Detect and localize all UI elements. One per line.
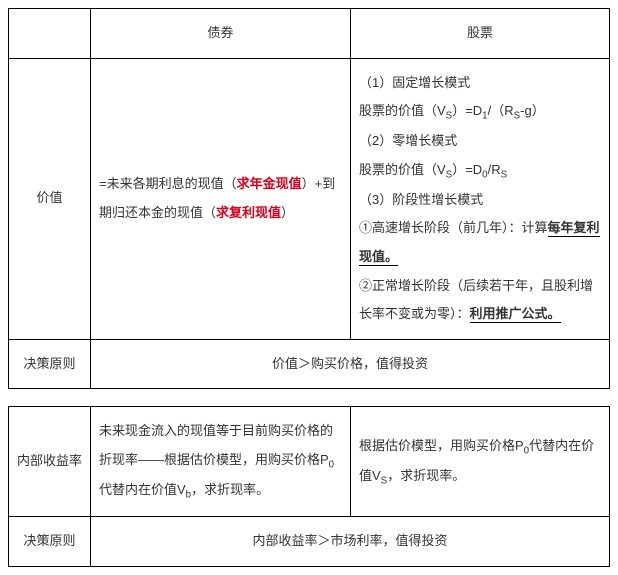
header-bond: 债券 [91,9,351,59]
sirr-t3: ，求折现率。 [387,468,465,483]
header-stock: 股票 [351,9,610,59]
stock-l5: （3）阶段性增长模式 [359,186,601,215]
sv-sub-s4: S [501,169,508,180]
stock-l1: （1）固定增长模式 [359,69,601,98]
bond-value-red1: 求年金现值 [237,176,302,191]
irr-label: 内部收益率 [9,407,91,517]
sv-l2b: ）=D [452,103,482,118]
bond-value-cell: =未来各期利息的现值（求年金现值）+到期归还本金的现值（求复利现值） [91,58,351,339]
stock-value-cell: （1）固定增长模式 股票的价值（VS）=D1/（RS-g） （2）零增长模式 股… [351,58,610,339]
stock-l4: 股票的价值（VS）=D0/RS [359,156,601,186]
bond-value-red2: 求复利现值 [216,205,281,220]
bond-value-end: ） [281,205,294,220]
spacer-row [9,389,610,407]
decision-row-2: 决策原则 内部收益率＞市场利率，值得投资 [9,517,610,567]
decision-row-1: 决策原则 价值＞购买价格，值得投资 [9,339,610,389]
stock-l6: ①高速增长阶段（前几年）：计算每年复利现值。 [359,214,601,271]
decision-text-2: 内部收益率＞市场利率，值得投资 [91,517,610,567]
value-label: 价值 [9,58,91,339]
sv-l4c: /R [488,162,501,177]
sv-l4b: ）=D [452,162,482,177]
irr-row: 内部收益率 未来现金流入的现值等于目前购买价格的折现率——根据估价模型，用购买价… [9,407,610,517]
value-row: 价值 =未来各期利息的现值（求年金现值）+到期归还本金的现值（求复利现值） （1… [9,58,610,339]
sv-l2a: 股票的价值（V [359,103,446,118]
stock-l3: （2）零增长模式 [359,127,601,156]
stock-irr-cell: 根据估价模型，用购买价格P0代替内在价值VS，求折现率。 [351,407,610,517]
stock-l2: 股票的价值（VS）=D1/（RS-g） [359,97,601,127]
decision-label-1: 决策原则 [9,339,91,389]
decision-text-1: 价值＞购买价格，值得投资 [91,339,610,389]
sv-l2c: /（R [488,103,514,118]
bond-value-p1: =未来各期利息的现值（ [99,176,237,191]
comparison-table: 债券 股票 价值 =未来各期利息的现值（求年金现值）+到期归还本金的现值（求复利… [8,8,610,567]
birr-t1: 未来现金流入的现值等于目前购买价格的折现率——根据估价模型，用购买价格P [99,423,333,467]
stock-l7: ②正常增长阶段（后续若干年，且股利增长率不变或为零）：利用推广公式。 [359,272,601,329]
birr-t2: 代替内在价值V [99,482,186,497]
table-header-row: 债券 股票 [9,9,610,59]
sv-l7b: 利用推广公式。 [470,306,561,323]
sv-l6a: ①高速增长阶段（前几年）：计算 [359,220,548,235]
sv-l4a: 股票的价值（V [359,162,446,177]
decision-label-2: 决策原则 [9,517,91,567]
bond-irr-cell: 未来现金流入的现值等于目前购买价格的折现率——根据估价模型，用购买价格P0 代替内… [91,407,351,517]
sirr-t1: 根据估价模型，用购买价格P [359,438,524,453]
sv-l2d: -g） [520,103,545,118]
header-blank [9,9,91,59]
birr-sub0: 0 [329,460,334,471]
birr-t3: ，求折现率。 [191,482,269,497]
